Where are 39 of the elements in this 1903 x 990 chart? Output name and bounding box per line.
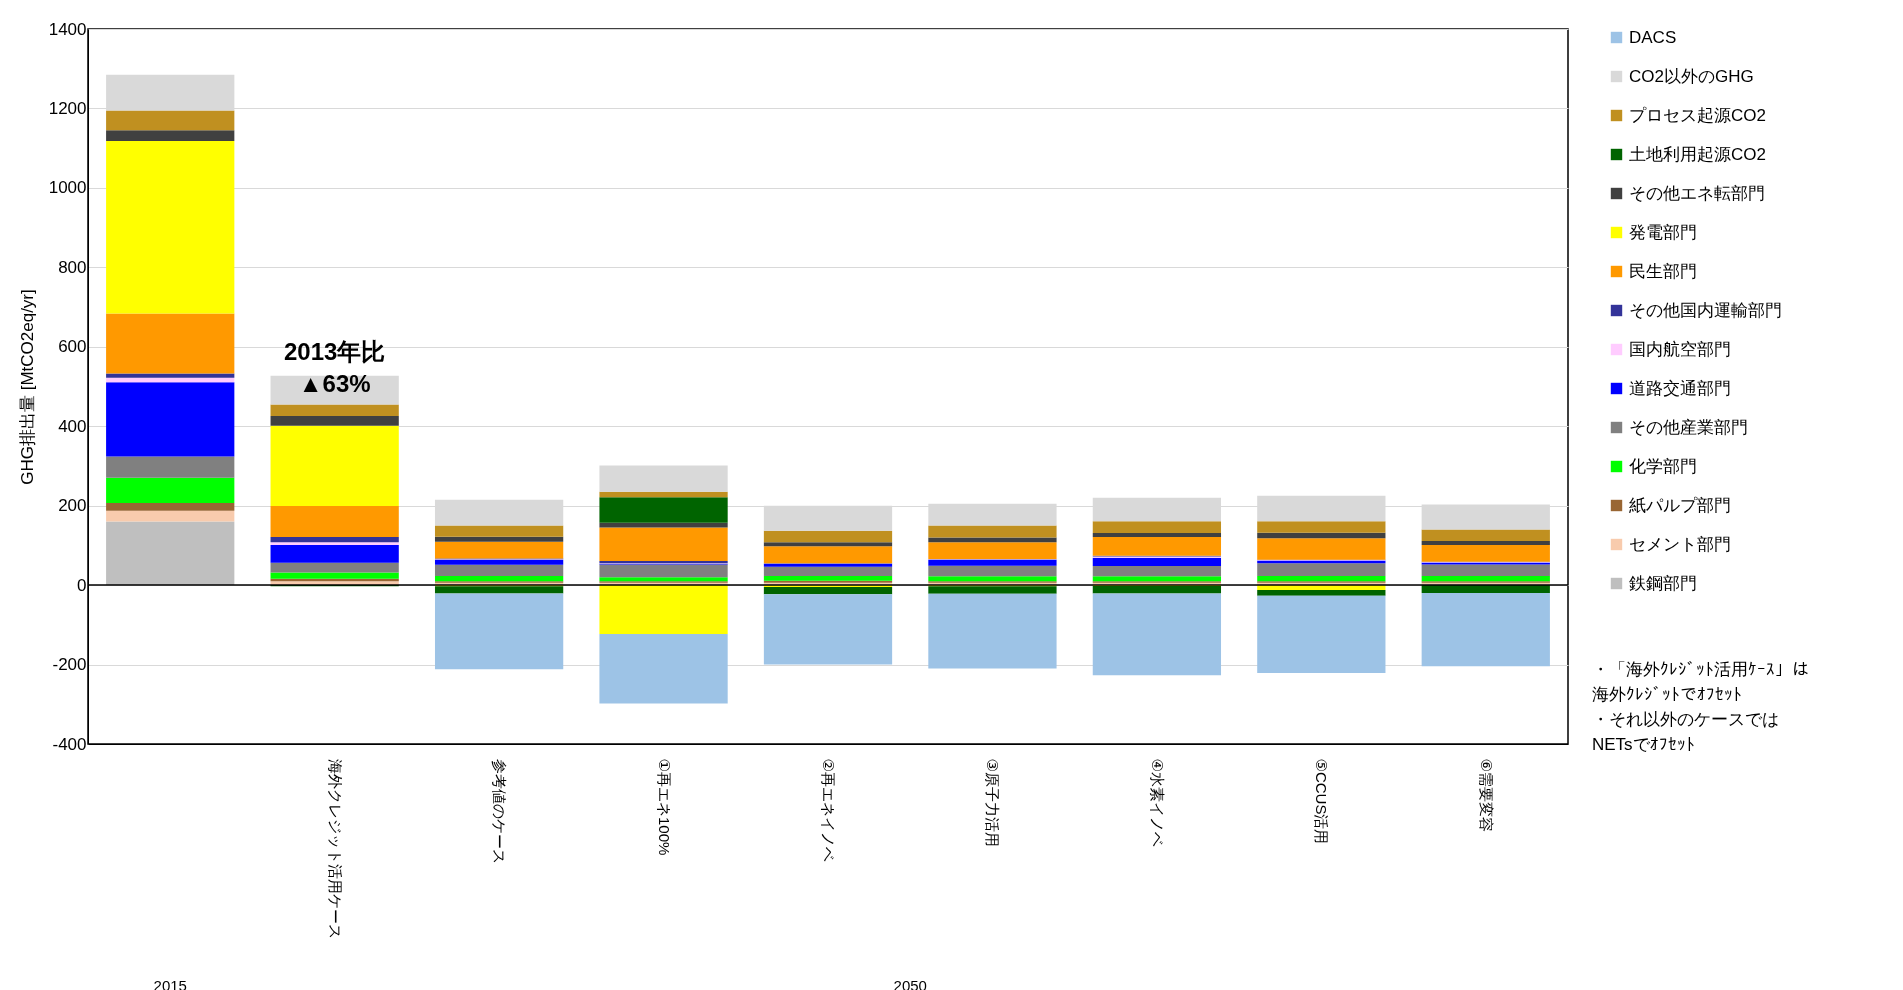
text: NETsでｵﾌｾｯﾄ xyxy=(1592,735,1695,754)
x-tick-label: ⑥需要変容 xyxy=(1477,758,1495,832)
legend-label: DACS xyxy=(1629,27,1677,47)
legend-label: 化学部門 xyxy=(1629,456,1697,476)
x-tick-label: ③原子力活用 xyxy=(984,758,1002,847)
x-tick-label: ②再エネイノベ xyxy=(820,758,837,862)
legend-label: 民生部門 xyxy=(1629,261,1697,281)
legend-label: 鉄鋼部門 xyxy=(1629,573,1697,593)
legend-label: 道路交通部門 xyxy=(1629,378,1731,398)
text: 海外ｸﾚｼﾞｯﾄでｵﾌｾｯﾄ xyxy=(1592,685,1742,704)
y-tick-label: 600 xyxy=(58,337,87,357)
y-axis-title: GHG排出量 [MtCO2eq/yr] xyxy=(17,289,37,485)
x-tick-label: 海外クレジット活用ケース xyxy=(326,758,344,939)
y-tick-label: 1000 xyxy=(48,178,87,198)
legend-label: セメント部門 xyxy=(1629,534,1731,554)
legend-label: CO2以外のGHG xyxy=(1629,66,1754,86)
y-tick-label: 400 xyxy=(58,416,87,436)
y-tick-label: 1200 xyxy=(48,98,87,118)
y-tick-label: 0 xyxy=(77,575,87,595)
x-tick-label: ④水素イノベ xyxy=(1148,758,1166,847)
y-tick-label: -200 xyxy=(52,655,87,675)
x-tick-label: ⑤CCUS活用 xyxy=(1313,758,1331,845)
legend-label: その他産業部門 xyxy=(1629,417,1748,437)
y-tick-label: 1400 xyxy=(48,19,87,39)
annotation: 2013年比 ▲63% xyxy=(283,337,386,397)
y-tick-label: 200 xyxy=(58,496,87,516)
x-tick-label: ①再エネ100% xyxy=(655,758,673,856)
y-tick-label: 800 xyxy=(58,257,87,277)
legend-label: 紙パルプ部門 xyxy=(1629,495,1731,515)
y-tick-label: -400 xyxy=(52,734,87,754)
text: ・それ以外のケースでは xyxy=(1592,710,1779,729)
legend-label: その他エネ転部門 xyxy=(1629,183,1765,203)
x-tick-label: 参考値のケース xyxy=(491,758,509,864)
legend-label: 土地利用起源CO2 xyxy=(1629,144,1766,164)
legend-label: 発電部門 xyxy=(1629,222,1697,242)
legend-label: プロセス起源CO2 xyxy=(1629,105,1766,125)
legend-label: その他国内運輸部門 xyxy=(1629,300,1782,320)
legend-label: 国内航空部門 xyxy=(1629,339,1731,359)
text: ・「海外ｸﾚｼﾞｯﾄ活用ｹｰｽ」は xyxy=(1592,660,1809,679)
